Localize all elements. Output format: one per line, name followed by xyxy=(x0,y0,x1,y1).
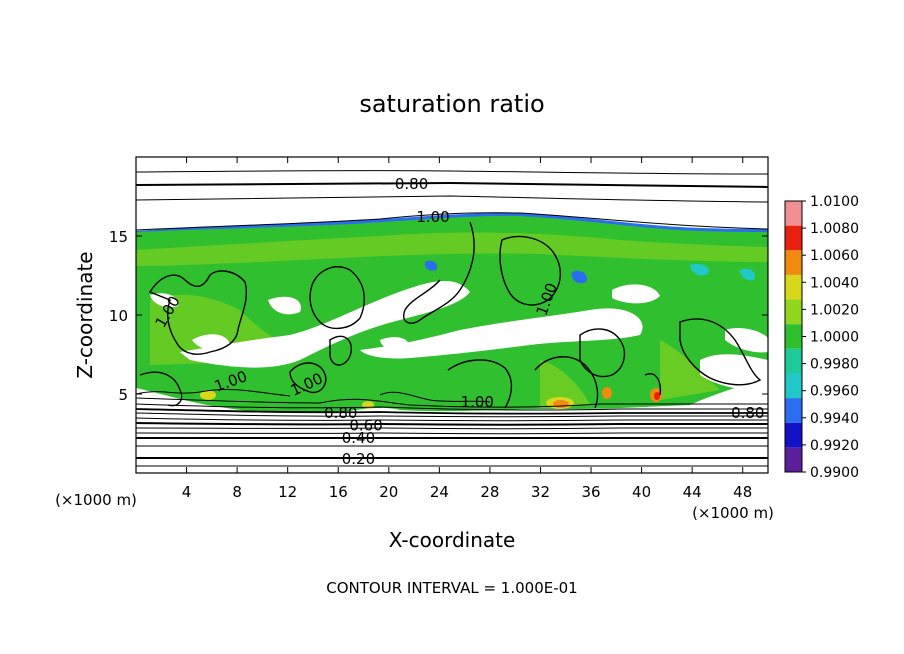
colorbar-swatch xyxy=(785,447,802,472)
colorbar-label: 1.0100 xyxy=(810,194,859,210)
colorbar-swatch xyxy=(785,324,802,349)
colorbar-swatch xyxy=(785,201,802,226)
colorbar-swatch xyxy=(785,348,802,374)
x-tick-label: 48 xyxy=(733,483,752,501)
contour-label: 0.80 xyxy=(395,175,428,193)
contour-label: 0.40 xyxy=(342,429,375,447)
colorbar-label: 1.0020 xyxy=(810,302,859,318)
colorbar-swatch xyxy=(785,422,802,448)
y-unit-label: (×1000 m) xyxy=(55,491,137,509)
y-tick-label: 5 xyxy=(118,386,128,404)
colorbar-swatch xyxy=(785,373,802,399)
x-tick-label: 8 xyxy=(232,483,242,501)
x-unit-label: (×1000 m) xyxy=(692,504,774,522)
colorbar-label: 0.9920 xyxy=(810,438,859,454)
plot-field: 0.801.001.001.001.00 1.001.000.800.800.60… xyxy=(136,157,768,473)
colorbar-swatch xyxy=(785,299,802,325)
contour-label: 1.00 xyxy=(416,208,449,226)
colorbar-swatch xyxy=(785,225,802,251)
x-tick-label: 28 xyxy=(480,483,499,501)
colorbar-label: 0.9980 xyxy=(810,357,859,373)
x-tick-label: 44 xyxy=(683,483,702,501)
colorbar-swatch xyxy=(785,398,802,423)
colorbar-label: 0.9960 xyxy=(810,384,859,400)
x-tick-label: 36 xyxy=(581,483,600,501)
colorbar-swatch xyxy=(785,274,802,300)
contour-interval-note: CONTOUR INTERVAL = 1.000E-01 xyxy=(326,579,577,597)
x-tick-label: 4 xyxy=(182,483,192,501)
y-axis-label: Z-coordinate xyxy=(73,251,97,378)
colorbar-label: 1.0040 xyxy=(810,275,859,291)
colorbar-label: 1.0000 xyxy=(810,330,859,346)
colorbar-swatch xyxy=(785,250,802,275)
y-tick-label: 15 xyxy=(109,228,128,246)
colorbar-label: 1.0080 xyxy=(810,221,859,237)
x-tick-label: 16 xyxy=(329,483,348,501)
x-tick-label: 40 xyxy=(632,483,651,501)
x-tick-label: 32 xyxy=(531,483,550,501)
x-tick-label: 20 xyxy=(379,483,398,501)
y-axis: 5 10 15 xyxy=(109,228,768,404)
contour-label: 0.60 xyxy=(349,417,382,435)
colorbar-label: 0.9900 xyxy=(810,465,859,481)
contour-label: 0.80 xyxy=(324,404,357,422)
x-tick-label: 12 xyxy=(278,483,297,501)
contour-label: 0.80 xyxy=(731,404,764,422)
x-axis-label: X-coordinate xyxy=(389,528,516,552)
y-tick-label: 10 xyxy=(109,307,128,325)
colorbar-label: 1.0060 xyxy=(810,248,859,264)
contour-label: 0.20 xyxy=(342,450,375,468)
x-tick-label: 24 xyxy=(430,483,449,501)
colorbar: 0.9900 0.9920 0.9940 0.9960 0.9980 1.0000 1.00… xyxy=(784,194,859,481)
x-axis: 4 8 12 16 20 24 28 32 36 40 44 48 xyxy=(182,157,752,501)
colorbar-label: 0.9940 xyxy=(810,411,859,427)
chart-title: saturation ratio xyxy=(359,90,544,118)
contour-label: 1.00 xyxy=(461,393,494,411)
